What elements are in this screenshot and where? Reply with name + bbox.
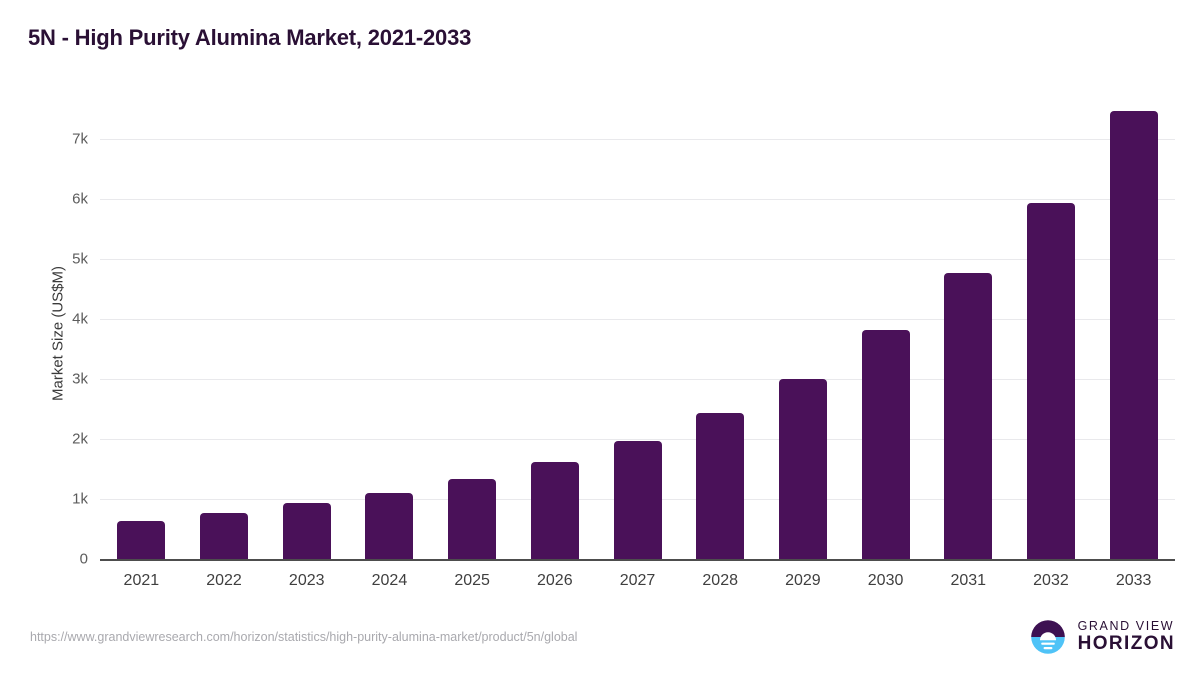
x-axis-tick-label: 2031 xyxy=(950,572,987,589)
page-title: 5N - High Purity Alumina Market, 2021-20… xyxy=(28,25,472,50)
y-axis-tick-label: 1k xyxy=(72,490,88,508)
x-axis-tick-label: 2021 xyxy=(123,572,160,589)
logo-line-two: HORIZON xyxy=(1077,632,1175,654)
bar[interactable] xyxy=(778,379,827,559)
y-axis-tick-label: 2k xyxy=(72,430,88,448)
x-axis-tick-label: 2027 xyxy=(619,572,656,589)
logo-wordmark: GRAND VIEW HORIZON xyxy=(1078,620,1175,653)
x-axis-tick-label: 2022 xyxy=(206,572,242,589)
bar[interactable] xyxy=(365,493,414,559)
x-axis-tick-label: 2032 xyxy=(1033,572,1069,589)
y-axis-tick-label: 6k xyxy=(72,190,88,208)
y-axis-tick-label: 7k xyxy=(72,130,88,148)
source-url[interactable]: https://www.grandviewresearch.com/horizo… xyxy=(30,630,578,644)
bar[interactable] xyxy=(613,440,662,559)
x-axis-tick-label: 2026 xyxy=(537,572,573,589)
plot-area: 0 1k 2k 3k 4k 5k 6k 7k 2021 2022 2023 2024 2025 2026… xyxy=(72,100,1175,589)
y-axis-tick-label: 5k xyxy=(72,250,88,268)
x-axis-tick-label: 2024 xyxy=(371,572,408,589)
bar[interactable] xyxy=(530,461,579,559)
bar[interactable] xyxy=(696,413,745,559)
gridline xyxy=(100,259,1175,260)
bar[interactable] xyxy=(1026,203,1075,559)
brand-logo[interactable]: GRAND VIEW HORIZON xyxy=(1028,617,1175,657)
x-axis-tick-label: 2028 xyxy=(702,572,738,589)
bar[interactable] xyxy=(448,479,497,559)
x-axis-tick-label: 2030 xyxy=(867,572,904,589)
x-axis-tick-label: 2029 xyxy=(785,572,821,589)
gridline xyxy=(100,319,1175,320)
x-axis-tick-label: 2023 xyxy=(288,572,325,589)
horizon-circle-icon xyxy=(1030,620,1065,654)
bar[interactable] xyxy=(861,330,910,559)
bar[interactable] xyxy=(282,503,331,559)
gridline xyxy=(100,439,1175,440)
y-axis-tick-label: 4k xyxy=(72,310,88,328)
x-axis-line xyxy=(100,559,1175,561)
logo-line-one: GRAND VIEW xyxy=(1077,619,1175,634)
gridline xyxy=(100,379,1175,380)
x-axis-tick-label: 2025 xyxy=(454,572,490,589)
bar[interactable] xyxy=(1109,110,1158,559)
bar[interactable] xyxy=(944,272,993,559)
y-axis-tick-label: 3k xyxy=(72,370,88,388)
gridline xyxy=(100,199,1175,200)
bar[interactable] xyxy=(200,512,249,559)
gridline xyxy=(100,139,1175,140)
bar[interactable] xyxy=(117,521,166,559)
y-axis-tick-label: 0 xyxy=(79,550,88,568)
y-axis-title: Market Size (US$M) xyxy=(49,265,67,402)
x-axis-tick-label: 2033 xyxy=(1115,572,1152,589)
